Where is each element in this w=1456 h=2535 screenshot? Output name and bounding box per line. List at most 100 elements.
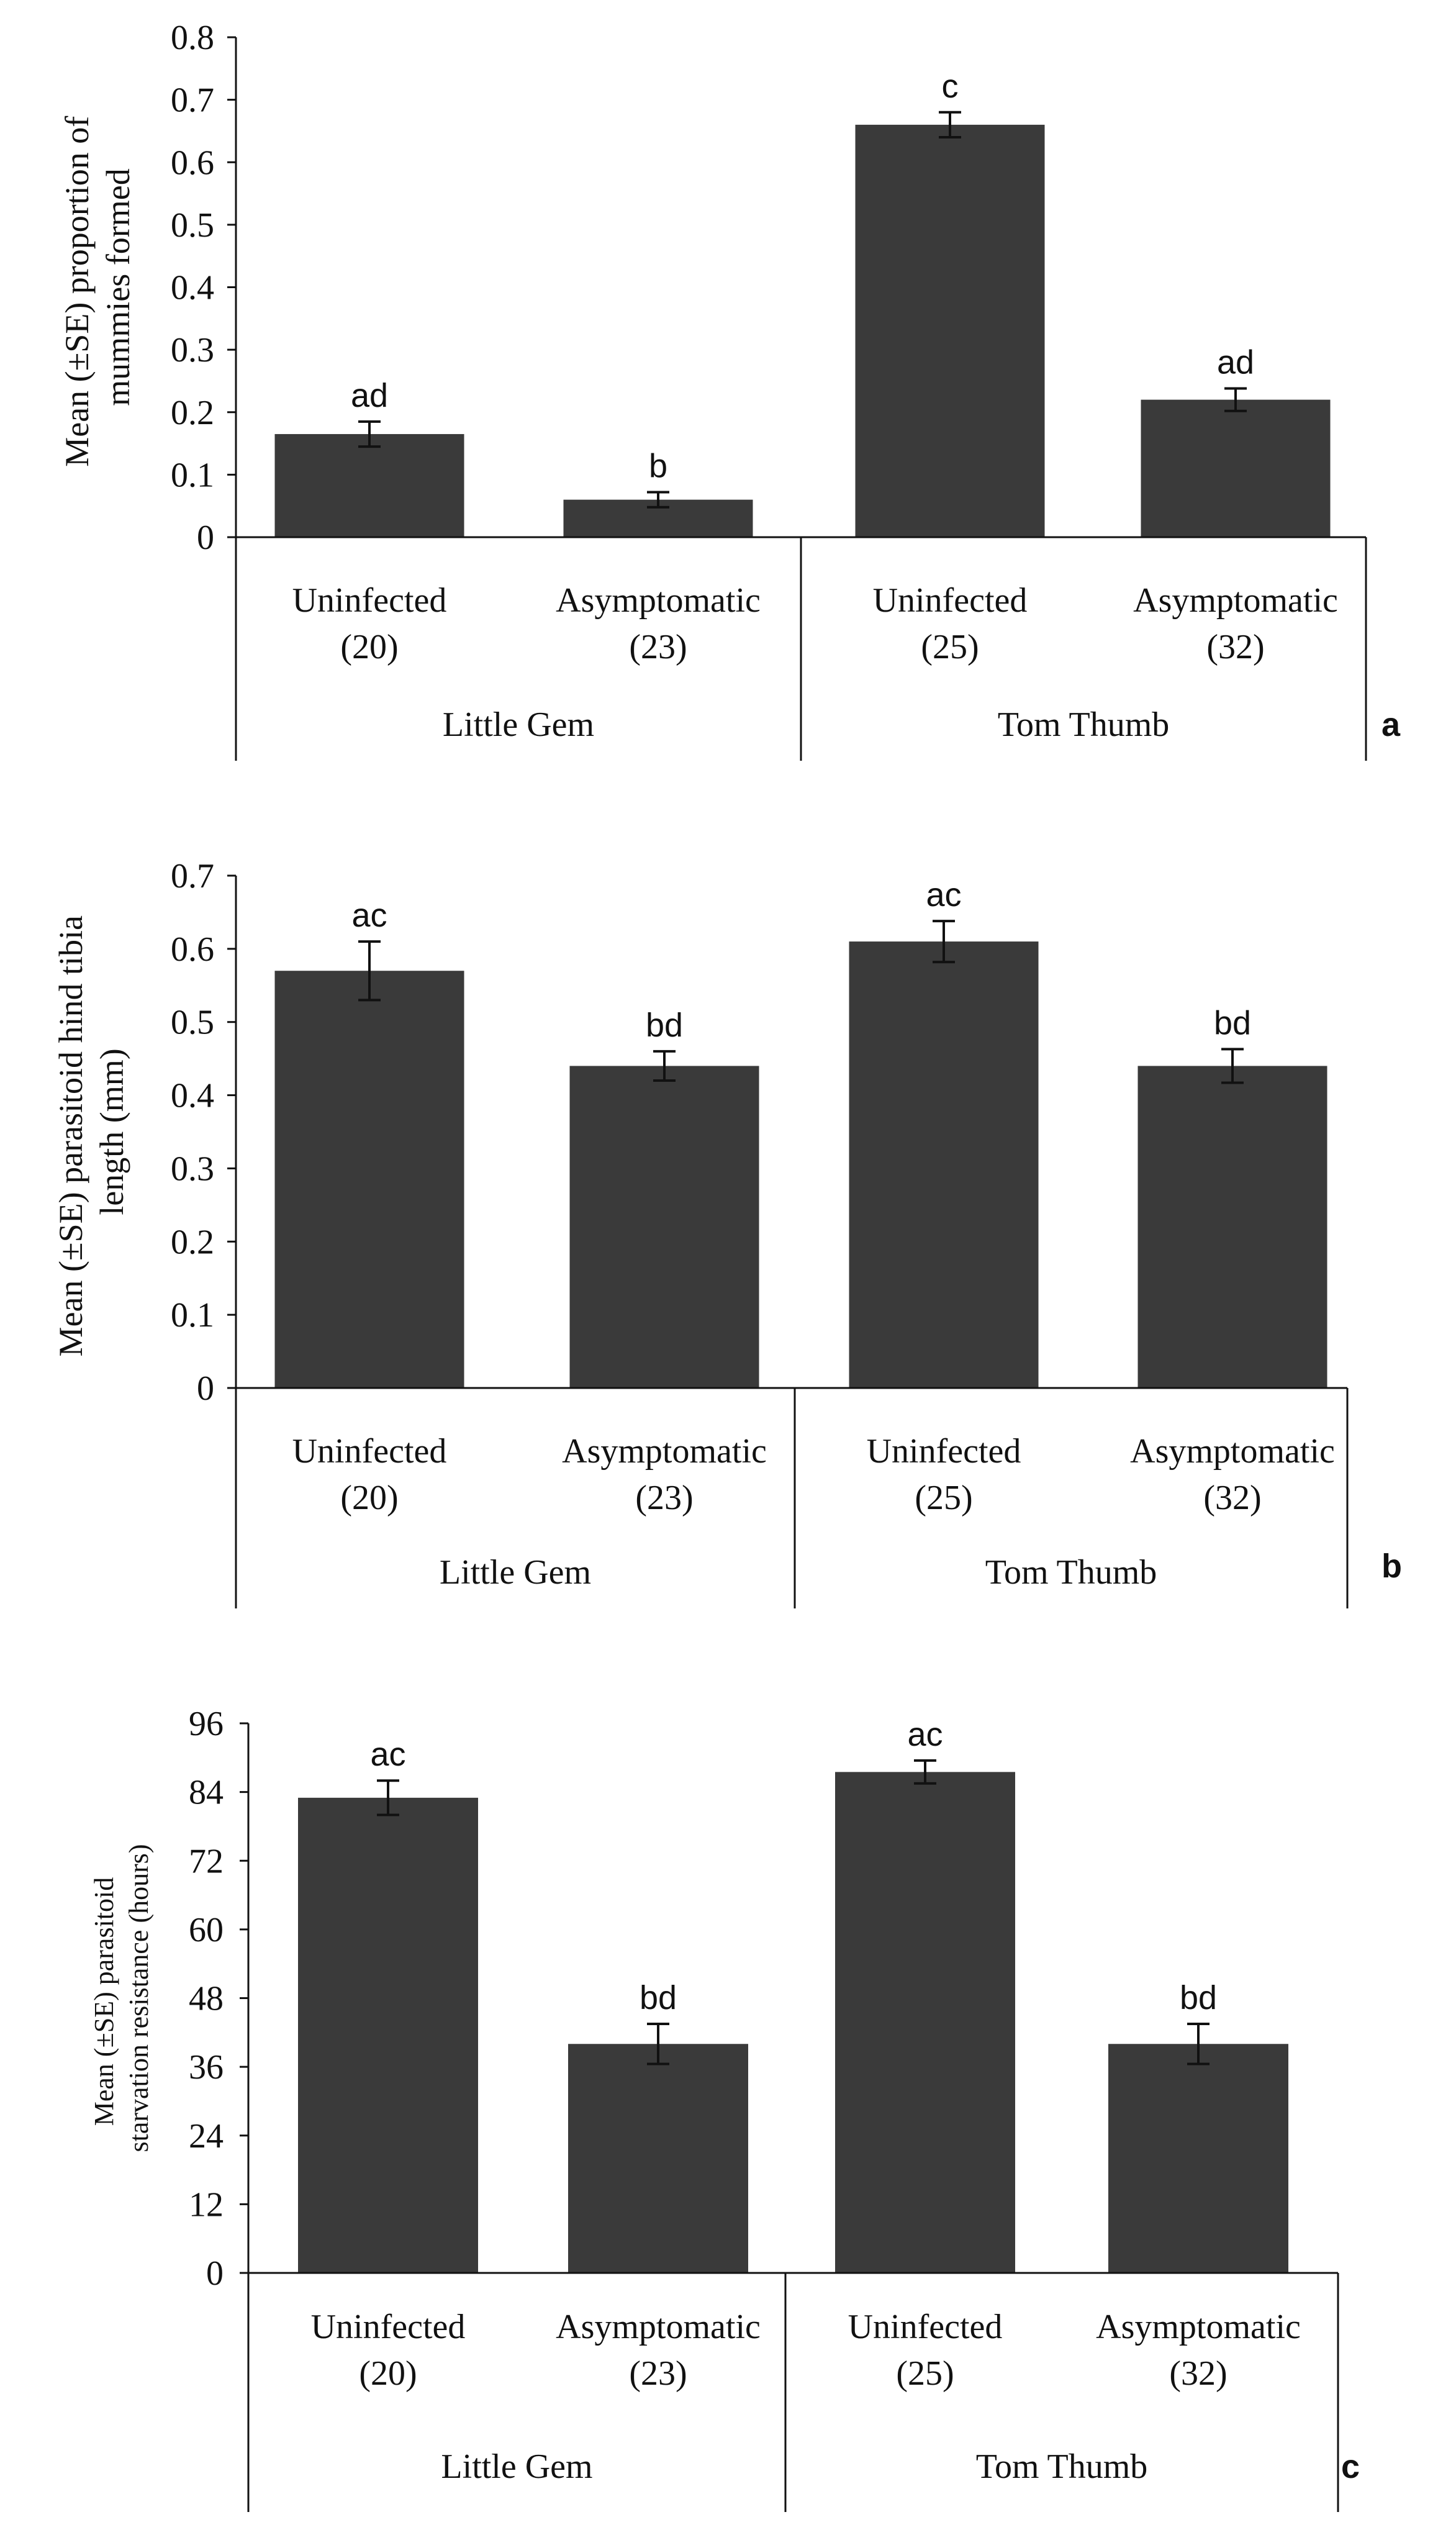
panel-a-significance-letter: b bbox=[649, 448, 667, 485]
panel-a-sample-size: (23) bbox=[629, 628, 687, 666]
panel-b-error-bar bbox=[653, 1050, 676, 1082]
panel-c-y-tick-label: 12 bbox=[189, 2185, 224, 2224]
panel-a-category-labels: Uninfected Asymptomatic Uninfected Asymp… bbox=[292, 581, 1338, 744]
panel-b-significance-letter: bd bbox=[1214, 1004, 1251, 1041]
panel-b-y-ticks: 0 0.1 0.2 0.3 0.4 0.5 0.6 0.7 bbox=[171, 857, 236, 1408]
panel-c-y-axis-label-line-1: Mean (±SE) parasitoid bbox=[89, 1877, 119, 2126]
panel-c-bar bbox=[1108, 2044, 1288, 2273]
panel-a-error-bar bbox=[939, 111, 961, 138]
panel-a-y-tick-label: 0.8 bbox=[171, 19, 214, 57]
panel-a-y-axis-label: Mean (±SE) proportion of mummies formed bbox=[58, 107, 137, 467]
panel-c-y-tick-label: 84 bbox=[189, 1774, 224, 1812]
panel-a-significance-letter: ad bbox=[351, 377, 388, 414]
panel-b-bar bbox=[569, 1066, 759, 1388]
panel-b-error-bar bbox=[1221, 1048, 1244, 1084]
panel-c-group-label: Tom Thumb bbox=[976, 2447, 1148, 2486]
panel-c-category-label: Uninfected bbox=[848, 2308, 1003, 2346]
panel-a-y-tick-label: 0.7 bbox=[171, 81, 214, 120]
panel-b-y-tick-label: 0.6 bbox=[171, 930, 214, 969]
panel-b-group-label: Little Gem bbox=[440, 1553, 591, 1592]
panel-b-y-tick-label: 0.1 bbox=[171, 1296, 214, 1335]
panel-a-group-label: Little Gem bbox=[443, 705, 594, 744]
panel-b-error-bar bbox=[933, 920, 955, 964]
panel-a-significance-letters: ad b c ad bbox=[351, 68, 1254, 485]
panel-a-y-tick-label: 0.1 bbox=[171, 456, 214, 494]
panel-b-y-axis-label-line-1: Mean (±SE) parasitoid hind tibia bbox=[52, 915, 89, 1357]
panel-a-error-bar bbox=[358, 420, 381, 448]
panel-c-y-tick-label: 36 bbox=[189, 2048, 224, 2087]
panel-c-category-label: Asymptomatic bbox=[1096, 2308, 1301, 2346]
panel-a-y-tick-label: 0.4 bbox=[171, 269, 214, 307]
panel-a-y-tick-label: 0.3 bbox=[171, 331, 214, 370]
panel-b-y-axis-label: Mean (±SE) parasitoid hind tibia length … bbox=[52, 907, 130, 1357]
panel-c-y-axis-label: Mean (±SE) parasitoid starvation resista… bbox=[89, 1844, 154, 2152]
panel-c-error-bar bbox=[647, 2022, 669, 2066]
panel-a-y-tick-label: 0.2 bbox=[171, 394, 214, 432]
panel-c-label: c bbox=[1341, 2448, 1360, 2485]
panel-b-bar bbox=[1137, 1066, 1327, 1388]
panel-c-significance-letters: ac bd ac bd bbox=[370, 1716, 1217, 2016]
panel-a-y-axis-label-line-2: mummies formed bbox=[99, 168, 137, 406]
panel-b-marks bbox=[235, 876, 1349, 1608]
panel-b-significance-letter: bd bbox=[646, 1007, 683, 1044]
panel-c-category-label: Asymptomatic bbox=[556, 2308, 761, 2346]
panel-a-category-label: Asymptomatic bbox=[556, 581, 761, 620]
panel-c-sample-size: (25) bbox=[896, 2354, 954, 2393]
panel-a-bar bbox=[855, 124, 1045, 537]
panel-b-bar bbox=[274, 971, 464, 1388]
panel-c-y-tick-label: 48 bbox=[189, 1980, 224, 2018]
panel-b-y-tick-label: 0 bbox=[197, 1369, 214, 1408]
panel-c-sample-size: (23) bbox=[629, 2354, 687, 2393]
panel-c-bar bbox=[835, 1772, 1015, 2273]
panel-c-category-labels: Uninfected Asymptomatic Uninfected Asymp… bbox=[311, 2308, 1301, 2486]
panel-c-error-bar bbox=[914, 1759, 936, 1785]
panel-b-y-tick-label: 0.7 bbox=[171, 857, 214, 896]
panel-b-group-label: Tom Thumb bbox=[985, 1553, 1157, 1592]
panel-a-category-label: Uninfected bbox=[292, 581, 447, 620]
panel-c-category-label: Uninfected bbox=[311, 2308, 466, 2346]
panel-a-y-ticks: 0 0.1 0.2 0.3 0.4 0.5 0.6 0.7 0.8 bbox=[171, 19, 236, 557]
panel-a-error-bar bbox=[647, 491, 669, 509]
panel-b-significance-letters: ac bd ac bd bbox=[351, 876, 1251, 1044]
panel-c-sample-size: (32) bbox=[1169, 2354, 1227, 2393]
panel-b-y-tick-label: 0.5 bbox=[171, 1004, 214, 1042]
panel-c-sample-size: (20) bbox=[359, 2354, 417, 2393]
panel-c-y-ticks: 0 12 24 36 48 60 72 84 96 bbox=[189, 1705, 248, 2293]
panel-c-bar bbox=[298, 1797, 478, 2273]
panel-b-y-tick-label: 0.2 bbox=[171, 1223, 214, 1261]
panel-a-significance-letter: c bbox=[942, 68, 959, 105]
panel-a-bar bbox=[274, 433, 464, 537]
panel-c-significance-letter: bd bbox=[1180, 1979, 1217, 2016]
panel-a-significance-letter: ad bbox=[1217, 344, 1254, 381]
panel-a-group-label: Tom Thumb bbox=[998, 705, 1170, 744]
panel-a-marks bbox=[235, 37, 1367, 761]
panel-b-y-tick-label: 0.4 bbox=[171, 1077, 214, 1115]
panel-c-group-label: Little Gem bbox=[441, 2447, 592, 2486]
panel-b-category-label: Uninfected bbox=[292, 1432, 447, 1471]
panel-c-error-bar bbox=[1187, 2022, 1210, 2066]
panel-c-y-tick-label: 24 bbox=[189, 2117, 224, 2156]
panel-c-y-tick-label: 0 bbox=[206, 2254, 224, 2293]
panel-b-bar bbox=[849, 941, 1039, 1388]
panel-b-sample-size: (23) bbox=[635, 1479, 693, 1517]
panel-a-y-tick-label: 0.5 bbox=[171, 206, 214, 245]
panel-b-significance-letter: ac bbox=[351, 897, 387, 934]
panel-c-marks bbox=[247, 1723, 1339, 2512]
panel-b-sample-size: (32) bbox=[1203, 1479, 1261, 1517]
panel-a-sample-size: (32) bbox=[1206, 628, 1264, 666]
panel-c-y-tick-label: 72 bbox=[189, 1842, 224, 1880]
panel-b-significance-letter: ac bbox=[926, 876, 961, 914]
panel-b-sample-size: (25) bbox=[915, 1479, 972, 1517]
panel-b-label: b bbox=[1381, 1548, 1402, 1585]
panel-a-category-label: Uninfected bbox=[873, 581, 1028, 620]
panel-c-significance-letter: ac bbox=[370, 1736, 405, 1773]
panel-b: 0 0.1 0.2 0.3 0.4 0.5 0.6 0.7 Mean (±SE) parasi… bbox=[52, 857, 1402, 1608]
panel-a-bar bbox=[1141, 399, 1331, 537]
panel-c-significance-letter: bd bbox=[640, 1979, 677, 2016]
panel-b-y-tick-label: 0.3 bbox=[171, 1150, 214, 1188]
panel-b-category-label: Uninfected bbox=[867, 1432, 1021, 1471]
panel-a-sample-size: (25) bbox=[921, 628, 979, 666]
panel-b-error-bar bbox=[358, 940, 381, 1002]
panel-c-y-tick-label: 96 bbox=[189, 1705, 224, 1743]
